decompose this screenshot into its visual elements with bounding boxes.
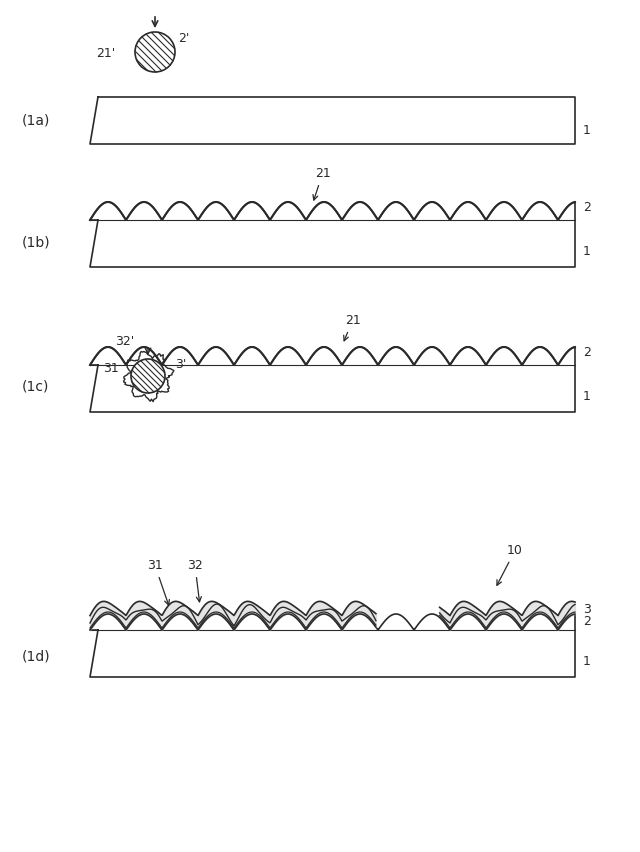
Circle shape — [131, 359, 165, 393]
Circle shape — [135, 32, 175, 72]
Text: 3: 3 — [583, 603, 591, 616]
Text: 32: 32 — [187, 559, 203, 602]
Text: 2: 2 — [583, 615, 591, 628]
Text: 1: 1 — [583, 390, 591, 403]
Text: 3': 3' — [175, 358, 186, 371]
Text: 32': 32' — [115, 335, 134, 348]
Polygon shape — [90, 202, 575, 267]
Text: 1: 1 — [583, 245, 591, 258]
Polygon shape — [90, 347, 575, 412]
Text: 10: 10 — [497, 544, 523, 585]
Text: 21: 21 — [313, 167, 330, 200]
Text: (1b): (1b) — [22, 235, 51, 249]
Polygon shape — [90, 97, 575, 144]
Text: (1d): (1d) — [22, 650, 51, 664]
Text: 31: 31 — [147, 559, 170, 605]
Polygon shape — [90, 614, 575, 677]
Text: 2: 2 — [583, 201, 591, 214]
Text: (1c): (1c) — [22, 380, 49, 394]
Text: 1: 1 — [583, 124, 591, 137]
Text: 1: 1 — [583, 655, 591, 668]
Text: 2': 2' — [178, 32, 189, 45]
Text: 21': 21' — [96, 47, 115, 60]
Text: (1a): (1a) — [22, 113, 51, 128]
Text: 2: 2 — [583, 346, 591, 359]
Text: 31: 31 — [103, 362, 119, 375]
Text: 21: 21 — [344, 314, 360, 341]
